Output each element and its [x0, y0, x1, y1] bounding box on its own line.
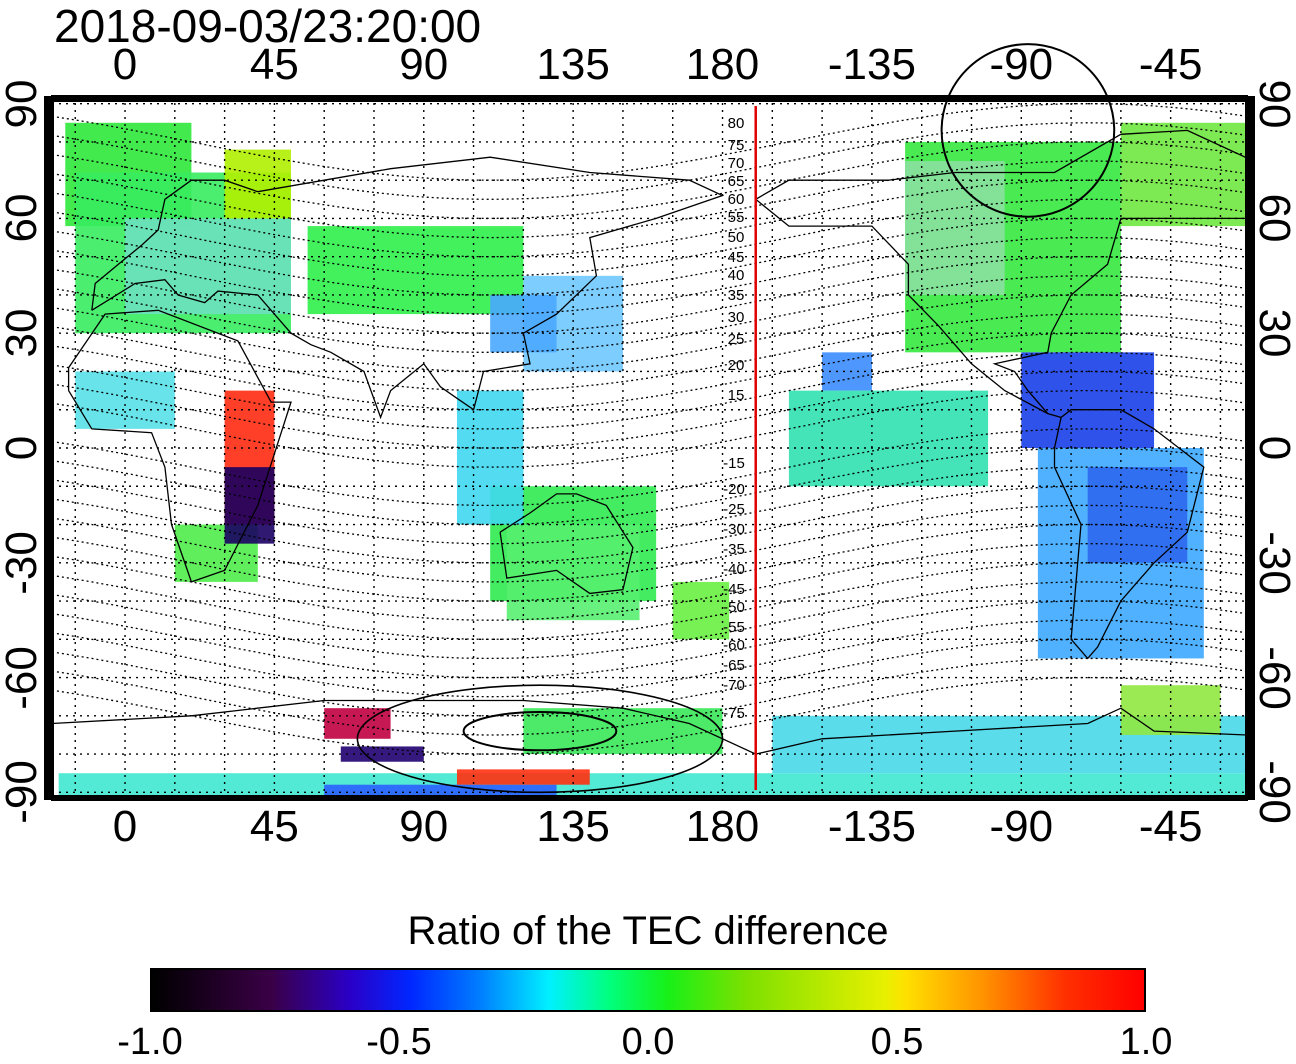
tec-region [490, 294, 557, 353]
frame-left-bar [44, 96, 54, 800]
magnetic-latitude-label: 70 [728, 155, 745, 172]
x-tick-bottom: 0 [112, 802, 138, 851]
colorbar-title: Ratio of the TEC difference [407, 909, 889, 953]
magnetic-latitude-label: -25 [723, 501, 745, 518]
magnetic-latitude-label: 20 [728, 357, 745, 374]
frame-bottom-bar [52, 795, 1247, 801]
coastline [499, 493, 634, 595]
tec-region [456, 390, 524, 525]
x-tick-bottom: 180 [685, 802, 760, 851]
tec-region [905, 161, 1005, 295]
magnetic-latitude-label: -30 [723, 521, 745, 538]
tec-region [456, 769, 590, 785]
magnetic-latitude-label: 45 [728, 249, 745, 266]
y-tick-left: 0 [0, 435, 46, 461]
colorbar-label-pos-half: 0.5 [870, 1021, 924, 1063]
magnetic-latitude-label: -15 [723, 455, 745, 472]
colorbar [150, 968, 1146, 1012]
magnetic-latitude-label: -40 [723, 561, 745, 578]
y-tick-right: 60 [1250, 193, 1296, 243]
magnetic-latitude-label: 75 [728, 137, 745, 154]
x-tick-top: 135 [536, 40, 610, 89]
frame-right-bar [1245, 96, 1255, 800]
colorbar-label-neg-half: -0.5 [366, 1021, 432, 1063]
x-tick-top: 45 [249, 40, 299, 89]
coastline [51, 699, 1248, 755]
x-tick-top: 180 [685, 40, 760, 89]
magnetic-latitude-label: -55 [723, 619, 745, 636]
coastline [67, 309, 292, 583]
y-tick-left: -60 [0, 645, 46, 710]
y-tick-right: 30 [1250, 308, 1296, 358]
magnetic-latitude-label: 40 [728, 267, 745, 284]
tec-region [672, 581, 730, 640]
y-tick-right: -90 [1250, 760, 1296, 825]
magnetic-latitude-label: 50 [728, 229, 745, 246]
y-tick-right: -60 [1250, 645, 1296, 710]
tec-region [788, 390, 989, 487]
x-tick-bottom: -135 [827, 802, 916, 851]
tec-region [1120, 122, 1247, 227]
magnetic-latitude-label: -45 [723, 581, 745, 598]
magnetic-latitude-label: 35 [728, 287, 745, 304]
tec-region [75, 371, 175, 429]
x-tick-bottom: -45 [1138, 802, 1203, 851]
magnetic-latitude-label: 65 [728, 173, 745, 190]
tec-region [1021, 352, 1155, 448]
coastline [91, 156, 725, 420]
timestamp-title: 2018-09-03/23:20:00 [54, 0, 482, 52]
magnetic-latitude-label: -50 [723, 599, 745, 616]
tec-region [307, 226, 524, 315]
magnetic-latitude-label: -20 [723, 481, 745, 498]
colorbar-label-zero: 0.0 [621, 1021, 675, 1063]
plot-frame [44, 95, 1255, 801]
y-tick-left: -90 [0, 760, 46, 825]
x-tick-top: 0 [112, 40, 138, 89]
y-tick-right: 90 [1250, 79, 1296, 129]
x-tick-top: -135 [827, 40, 916, 89]
tec-region [1087, 467, 1188, 563]
magnetic-latitude-label: -70 [723, 677, 745, 694]
x-tick-top: -90 [989, 40, 1054, 89]
magnetic-latitude-label: 15 [728, 387, 745, 404]
x-tick-bottom: 90 [399, 802, 449, 851]
magnetic-latitude-label: -35 [723, 541, 745, 558]
colorbar-label-min: -1.0 [117, 1021, 183, 1063]
y-tick-left: 60 [0, 193, 46, 243]
frame-top-bar [52, 96, 1247, 102]
y-tick-left: 30 [0, 308, 46, 358]
magnetic-pole-north-contour [940, 43, 1116, 218]
magnetic-latitude-label: 25 [728, 331, 745, 348]
x-tick-bottom: -90 [989, 802, 1054, 851]
y-tick-left: 90 [0, 79, 46, 129]
magnetic-latitude-label: 60 [728, 191, 745, 208]
magnetic-latitude-label: 30 [728, 309, 745, 326]
x-tick-bottom: 45 [249, 802, 299, 851]
colorbar-label-max: 1.0 [1119, 1021, 1173, 1063]
magnetic-latitude-label: -60 [723, 637, 745, 654]
x-tick-top: 90 [399, 40, 449, 89]
magnetic-latitude-label: 80 [728, 115, 745, 132]
x-tick-bottom: 135 [536, 802, 610, 851]
x-tick-top: -45 [1138, 40, 1203, 89]
magnetic-latitude-label: -65 [723, 657, 745, 674]
y-tick-right: 0 [1250, 435, 1296, 461]
magnetic-latitude-label: -75 [723, 705, 745, 722]
magnetic-pole-south-contour [462, 711, 618, 752]
y-tick-left: -30 [0, 530, 46, 595]
magnetic-latitude-label: 55 [728, 209, 745, 226]
y-tick-right: -30 [1250, 530, 1296, 595]
